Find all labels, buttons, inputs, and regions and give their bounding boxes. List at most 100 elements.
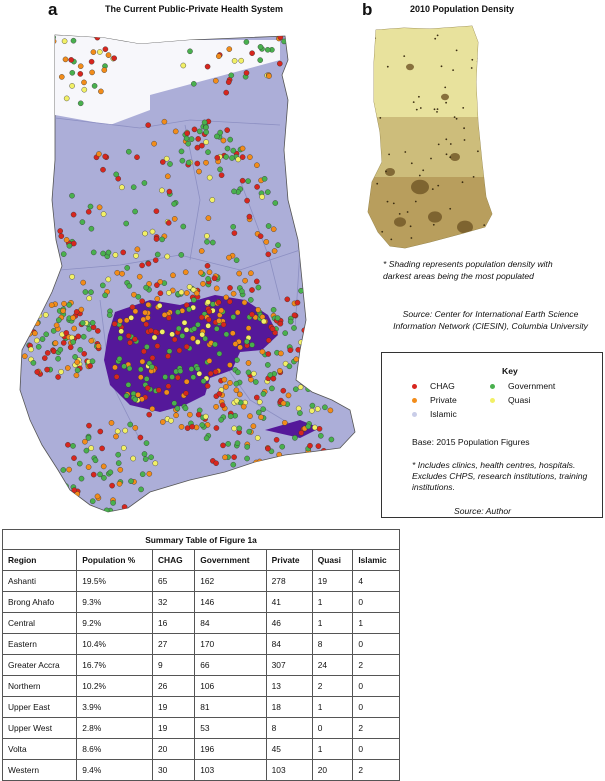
facility-dot <box>189 35 196 38</box>
facility-dot <box>254 435 261 441</box>
facility-dot <box>312 320 319 327</box>
facility-dot <box>206 269 213 276</box>
facility-dot <box>327 407 334 414</box>
facility-dot <box>143 440 150 446</box>
facility-dot <box>137 366 144 373</box>
settlement-dot <box>412 101 415 103</box>
facility-dot <box>253 394 260 401</box>
facility-dot <box>132 308 139 315</box>
table-row: Western 9.4% 30 103 103 20 2 <box>1 759 400 781</box>
facility-dot <box>259 348 266 355</box>
facility-dot <box>115 451 121 458</box>
facility-dot <box>265 251 272 258</box>
facility-dot <box>63 483 69 489</box>
facility-dot <box>227 362 233 368</box>
facility-dot <box>121 445 127 451</box>
facility-dot <box>220 442 226 449</box>
facility-dot <box>146 281 152 287</box>
settlement-dot <box>414 200 417 203</box>
facility-dot <box>216 317 222 324</box>
facility-dot <box>218 307 225 314</box>
facility-dot <box>253 472 260 478</box>
facility-dot <box>284 296 291 303</box>
facility-dot <box>159 329 166 335</box>
key-label-government: Government <box>508 381 556 391</box>
facility-dot <box>233 380 240 387</box>
facility-dot <box>329 456 336 462</box>
settlement-dot <box>398 213 401 215</box>
facility-dot <box>123 317 130 324</box>
facility-dot <box>306 359 312 366</box>
settlement-dot <box>418 95 420 98</box>
facility-dot <box>162 374 168 380</box>
facility-dot <box>226 46 233 52</box>
facility-dot <box>151 140 157 147</box>
facility-dot <box>31 310 38 317</box>
facility-dot <box>202 413 209 420</box>
table-cell: 84 <box>194 612 267 634</box>
facility-dot <box>248 270 254 277</box>
facility-dot <box>234 309 241 316</box>
density-hotspot <box>441 93 449 101</box>
facility-dot <box>205 322 211 329</box>
table-cell: 9.3% <box>76 591 153 613</box>
facility-dot <box>166 188 173 195</box>
facility-dot <box>220 137 227 144</box>
facility-dot <box>205 149 211 155</box>
facility-dot <box>258 414 264 421</box>
facility-dot <box>270 375 277 382</box>
settlement-dot <box>483 224 486 227</box>
facility-dot <box>328 436 335 443</box>
facility-dot <box>169 331 175 338</box>
facility-dot <box>121 363 127 370</box>
facility-dot <box>261 25 266 30</box>
facility-dot <box>89 319 96 326</box>
facility-dot <box>231 425 237 432</box>
facility-dot <box>291 325 297 331</box>
facility-dot <box>204 383 211 389</box>
facility-dot <box>305 423 312 430</box>
facility-dot <box>21 353 28 360</box>
facility-dot <box>180 223 187 230</box>
facility-dot <box>231 58 238 64</box>
table-cell: 19 <box>151 696 196 718</box>
facility-dot <box>191 126 198 133</box>
facility-dot <box>291 312 298 319</box>
facility-dot <box>185 140 191 147</box>
facility-dot <box>314 406 321 412</box>
settlement-dot <box>441 239 444 242</box>
facility-dot <box>184 130 190 137</box>
facility-dot <box>80 279 86 286</box>
facility-dot <box>80 502 87 509</box>
facility-dot <box>217 482 224 489</box>
facility-dot <box>112 364 118 371</box>
facility-dot <box>183 343 190 350</box>
facility-dot <box>126 509 132 512</box>
facility-dot <box>316 425 323 432</box>
facility-dot <box>74 359 80 365</box>
facility-dot <box>39 336 46 342</box>
facility-dot <box>304 364 311 371</box>
facility-dot <box>185 159 192 166</box>
facility-dot <box>83 447 90 454</box>
density-middle-band <box>368 117 492 177</box>
table-cell: 9 <box>151 654 196 676</box>
facility-dot <box>277 35 284 41</box>
facility-dot <box>250 423 257 430</box>
facility-dot <box>240 403 247 410</box>
facility-dot <box>271 248 278 254</box>
facility-dot <box>71 487 78 494</box>
facility-dot <box>270 226 277 232</box>
summary-table-caption: Summary Table of Figure 1a <box>2 529 400 550</box>
facility-dot <box>164 253 171 260</box>
facility-dot <box>146 470 153 477</box>
facility-dot <box>265 477 271 484</box>
facility-dot <box>195 411 202 418</box>
facility-dot <box>277 320 284 327</box>
facility-dot <box>226 254 232 261</box>
facility-dot <box>95 343 102 349</box>
facility-dot <box>108 420 115 426</box>
facility-dot <box>128 478 134 485</box>
table-cell: 106 <box>194 675 267 697</box>
table-cell: 24 <box>311 654 354 676</box>
